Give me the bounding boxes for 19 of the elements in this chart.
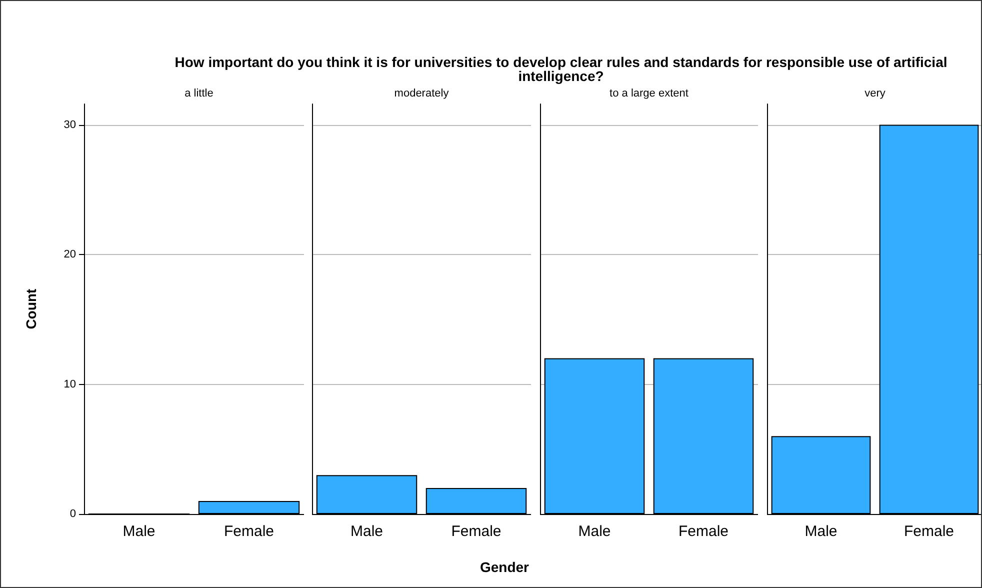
x-tick-label: Male — [122, 523, 156, 540]
chart-subtitle: very — [864, 88, 886, 100]
x-tick-label: Female — [904, 523, 954, 540]
x-tick-label: Male — [350, 523, 384, 540]
y-axis-title: Count — [23, 288, 39, 330]
y-tick-label: 10 — [64, 378, 76, 390]
y-tick-label: 0 — [70, 508, 76, 520]
x-axis-title: Gender — [480, 559, 529, 575]
x-tick-label: Male — [804, 523, 838, 540]
chart-subtitle: a little — [184, 88, 214, 100]
chart-subtitle: moderately — [394, 88, 450, 100]
x-tick-label: Female — [678, 523, 729, 540]
text: How important do you think it is for universities to develop clear rules and standards for responsible use of artificial intelligence? — [174, 54, 948, 84]
x-tick-label: Male — [578, 523, 611, 540]
x-tick-label: Female — [224, 523, 274, 540]
chart-subtitle: to a large extent — [610, 88, 688, 100]
y-tick-label: 30 — [64, 118, 76, 131]
y-tick-label: 20 — [64, 248, 76, 261]
x-tick-label: Female — [451, 523, 502, 540]
